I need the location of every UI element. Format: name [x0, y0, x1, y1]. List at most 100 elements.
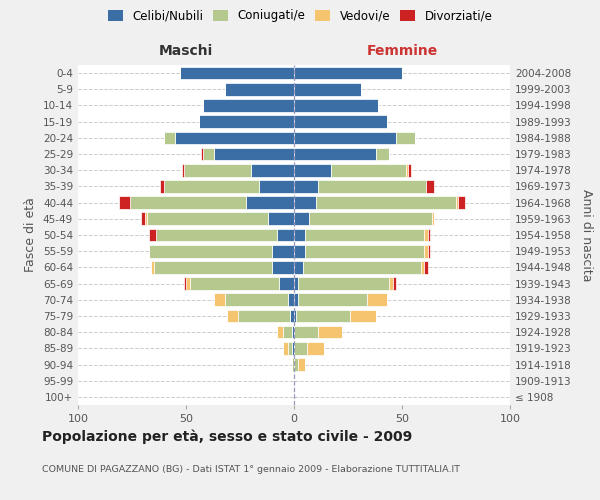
- Bar: [287, 294, 294, 306]
- Bar: [458, 196, 464, 209]
- Bar: [409, 164, 410, 176]
- Bar: [147, 212, 268, 225]
- Bar: [294, 132, 395, 144]
- Bar: [199, 116, 294, 128]
- Bar: [225, 83, 294, 96]
- Bar: [247, 196, 294, 209]
- Bar: [238, 310, 290, 322]
- Bar: [298, 358, 305, 371]
- Bar: [294, 180, 318, 192]
- Bar: [305, 228, 424, 241]
- Bar: [184, 164, 251, 176]
- Bar: [394, 278, 395, 290]
- Bar: [140, 212, 145, 225]
- Bar: [203, 99, 294, 112]
- Bar: [292, 358, 294, 371]
- Bar: [225, 294, 287, 306]
- Bar: [428, 228, 430, 241]
- Bar: [294, 83, 361, 96]
- Bar: [184, 278, 186, 290]
- Bar: [302, 261, 421, 274]
- Bar: [164, 132, 175, 144]
- Bar: [186, 278, 190, 290]
- Bar: [389, 278, 394, 290]
- Bar: [287, 342, 292, 354]
- Bar: [294, 342, 307, 354]
- Bar: [130, 196, 247, 209]
- Text: Popolazione per età, sesso e stato civile - 2009: Popolazione per età, sesso e stato civil…: [42, 430, 412, 444]
- Bar: [175, 132, 294, 144]
- Bar: [154, 261, 272, 274]
- Bar: [421, 261, 424, 274]
- Bar: [268, 212, 294, 225]
- Bar: [296, 310, 350, 322]
- Y-axis label: Anni di nascita: Anni di nascita: [580, 188, 593, 281]
- Bar: [316, 196, 456, 209]
- Bar: [367, 294, 387, 306]
- Bar: [424, 261, 428, 274]
- Bar: [290, 310, 294, 322]
- Bar: [318, 326, 341, 338]
- Bar: [294, 99, 378, 112]
- Bar: [283, 326, 292, 338]
- Bar: [227, 310, 238, 322]
- Text: Maschi: Maschi: [159, 44, 213, 58]
- Bar: [156, 228, 277, 241]
- Bar: [294, 326, 318, 338]
- Bar: [292, 342, 294, 354]
- Bar: [307, 342, 324, 354]
- Bar: [279, 278, 294, 290]
- Bar: [294, 164, 331, 176]
- Text: Femmine: Femmine: [367, 44, 437, 58]
- Bar: [149, 228, 156, 241]
- Bar: [424, 245, 428, 258]
- Bar: [294, 67, 402, 80]
- Bar: [294, 358, 298, 371]
- Bar: [395, 132, 415, 144]
- Bar: [277, 228, 294, 241]
- Y-axis label: Fasce di età: Fasce di età: [25, 198, 37, 272]
- Bar: [309, 212, 432, 225]
- Bar: [145, 212, 147, 225]
- Bar: [428, 245, 430, 258]
- Bar: [305, 245, 424, 258]
- Bar: [318, 180, 426, 192]
- Bar: [294, 245, 305, 258]
- Bar: [376, 148, 389, 160]
- Legend: Celibi/Nubili, Coniugati/e, Vedovi/e, Divorziati/e: Celibi/Nubili, Coniugati/e, Vedovi/e, Di…: [104, 6, 496, 26]
- Bar: [160, 180, 164, 192]
- Bar: [203, 148, 214, 160]
- Bar: [456, 196, 458, 209]
- Bar: [179, 67, 294, 80]
- Bar: [201, 148, 203, 160]
- Bar: [294, 196, 316, 209]
- Bar: [259, 180, 294, 192]
- Bar: [149, 245, 272, 258]
- Bar: [283, 342, 287, 354]
- Bar: [151, 261, 154, 274]
- Bar: [424, 228, 428, 241]
- Bar: [277, 326, 283, 338]
- Bar: [294, 261, 302, 274]
- Bar: [432, 212, 434, 225]
- Bar: [272, 261, 294, 274]
- Bar: [214, 294, 225, 306]
- Bar: [164, 180, 259, 192]
- Bar: [182, 164, 184, 176]
- Bar: [406, 164, 409, 176]
- Bar: [292, 326, 294, 338]
- Bar: [214, 148, 294, 160]
- Bar: [294, 294, 298, 306]
- Bar: [294, 278, 298, 290]
- Bar: [331, 164, 406, 176]
- Bar: [294, 148, 376, 160]
- Bar: [294, 212, 309, 225]
- Bar: [350, 310, 376, 322]
- Bar: [294, 116, 387, 128]
- Bar: [119, 196, 130, 209]
- Bar: [298, 294, 367, 306]
- Bar: [190, 278, 279, 290]
- Bar: [298, 278, 389, 290]
- Bar: [294, 228, 305, 241]
- Bar: [272, 245, 294, 258]
